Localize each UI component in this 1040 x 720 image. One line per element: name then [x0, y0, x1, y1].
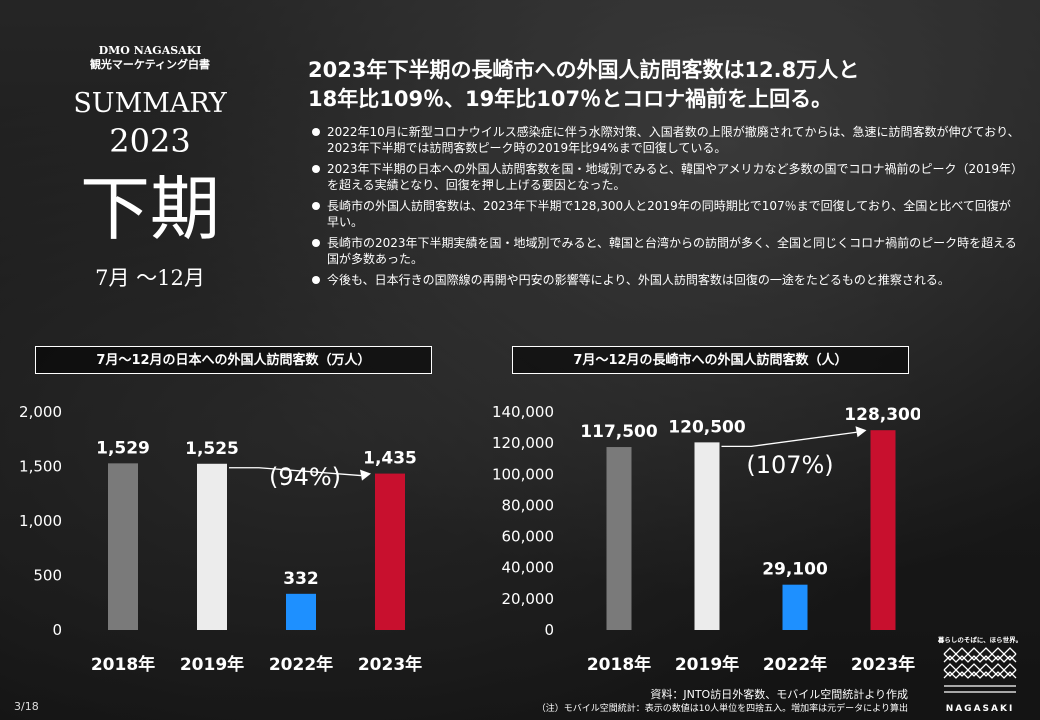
- y-tick-label: 20,000: [502, 590, 555, 608]
- bar: [286, 593, 316, 630]
- x-tick-label: 2023年: [358, 654, 422, 675]
- half-label: 下期: [80, 168, 220, 250]
- source-footnote: （注）モバイル空間統計：表示の数値は10人単位を四捨五入。増加率は元データにより…: [536, 704, 908, 714]
- bullet-item: 長崎市の外国人訪問客数は、2023年下半期で128,300人と2019年の同時期…: [310, 198, 1020, 230]
- chart-nagasaki: 0 20,000 40,000 60,000 80,000 100,000 120,000 1…: [492, 403, 920, 675]
- data-label: 1,435: [363, 449, 417, 469]
- y-tick-label: 0: [544, 621, 554, 639]
- bullet-item: 2022年10月に新型コロナウイルス感染症に伴う水際対策、入国者数の上限が撤廃さ…: [310, 124, 1020, 156]
- chart-title-japan: 7月～12月の日本への外国人訪問客数（万人）: [35, 346, 432, 374]
- comparison-arrow-head: [855, 426, 867, 438]
- bullet-item: 今後も、日本行きの国際線の再開や円安の影響等により、外国人訪問客数は回復の一途を…: [310, 272, 1020, 288]
- comparison-arrow-head: [360, 469, 371, 481]
- period-label: 7月 〜12月: [95, 266, 205, 290]
- headline-line-2: 18年比109％、19年比107％とコロナ禍前を上回る。: [308, 87, 833, 111]
- brand-block: DMO NAGASAKI 観光マーケティング白書: [60, 44, 240, 72]
- page-number: 3/18: [14, 700, 39, 713]
- x-tick-label: 2022年: [269, 654, 333, 675]
- y-tick-label: 1,500: [19, 458, 62, 476]
- data-label: 1,529: [96, 438, 150, 458]
- data-label: 332: [283, 569, 319, 589]
- y-tick-label: 1,000: [19, 512, 62, 530]
- bar: [606, 447, 632, 630]
- nagasaki-logo: 暮らしのそばに、ほら世界。 NAGASAKI: [938, 635, 1022, 714]
- comparison-arrow: [721, 431, 857, 448]
- source-line: 資料：JNTO訪日外客数、モバイル空間統計より作成: [650, 688, 908, 701]
- data-label: 1,525: [185, 439, 239, 459]
- brand-org: DMO NAGASAKI: [98, 44, 202, 57]
- data-label: 128,300: [844, 405, 920, 425]
- source-note: 資料：JNTO訪日外客数、モバイル空間統計より作成 （注）モバイル空間統計：表示…: [500, 688, 908, 716]
- chart-japan: 0 500 1,000 1,500 2,000 1,529 2018年 1,525 2019年 3…: [19, 403, 422, 675]
- comparison-arrow: [229, 467, 362, 477]
- x-tick-label: 2018年: [91, 654, 155, 675]
- comparison-annotation: (94%): [269, 463, 341, 491]
- data-label: 120,500: [668, 417, 746, 437]
- y-tick-label: 2,000: [19, 403, 62, 421]
- y-tick-label: 40,000: [502, 559, 555, 577]
- y-tick-label: 100,000: [492, 465, 554, 483]
- x-tick-label: 2023年: [851, 654, 915, 675]
- x-tick-label: 2019年: [180, 654, 244, 675]
- y-tick-label: 0: [52, 621, 62, 639]
- bar: [375, 473, 405, 630]
- year-label: 2023: [109, 122, 191, 160]
- x-tick-label: 2018年: [587, 654, 651, 675]
- bullet-list: 2022年10月に新型コロナウイルス感染症に伴う水際対策、入国者数の上限が撤廃さ…: [310, 124, 1020, 293]
- brand-subtitle: 観光マーケティング白書: [89, 58, 211, 71]
- y-tick-label: 60,000: [502, 528, 555, 546]
- data-label: 117,500: [580, 422, 658, 442]
- headline-line-1: 2023年下半期の長崎市への外国人訪問客数は12.8万人と: [308, 58, 860, 82]
- y-tick-label: 140,000: [492, 403, 554, 421]
- x-tick-label: 2019年: [675, 654, 739, 675]
- bar: [782, 584, 808, 630]
- x-tick-label: 2022年: [763, 654, 827, 675]
- comparison-annotation: (107%): [746, 451, 833, 479]
- logo-name: NAGASAKI: [946, 704, 1015, 714]
- bar: [108, 463, 138, 630]
- summary-label: SUMMARY: [73, 88, 227, 119]
- bar: [694, 442, 720, 630]
- data-label: 29,100: [762, 560, 828, 580]
- y-tick-label: 80,000: [502, 496, 555, 514]
- y-tick-label: 120,000: [492, 434, 554, 452]
- y-tick-label: 500: [33, 567, 62, 585]
- bullet-item: 長崎市の2023年下半期実績を国・地域別でみると、韓国と台湾からの訪問が多く、全…: [310, 235, 1020, 267]
- bar: [870, 430, 896, 630]
- logo-tagline: 暮らしのそばに、ほら世界。: [938, 635, 1022, 644]
- chart-title-nagasaki: 7月～12月の長崎市への外国人訪問客数（人）: [512, 346, 909, 374]
- bullet-item: 2023年下半期の日本への外国人訪問客数を国・地域別でみると、韓国やアメリカなど…: [310, 161, 1020, 193]
- headline: 2023年下半期の長崎市への外国人訪問客数は12.8万人と 18年比109％、1…: [308, 56, 1028, 114]
- bar: [197, 463, 227, 630]
